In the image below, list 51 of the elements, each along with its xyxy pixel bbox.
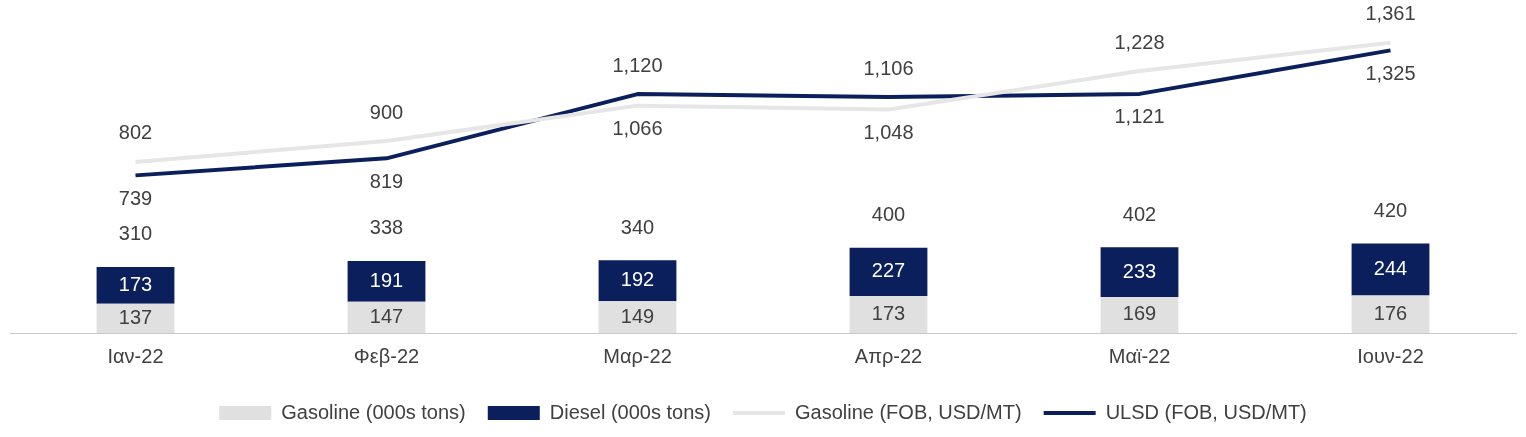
data-label: 233 [1122, 259, 1157, 282]
total-label: 310 [118, 222, 153, 245]
data-label: 1,048 [863, 120, 914, 143]
bar [598, 260, 677, 302]
bar [849, 296, 928, 333]
data-label: 192 [620, 268, 655, 291]
bar [849, 247, 928, 297]
data-label: 819 [369, 169, 404, 192]
bar [1351, 243, 1430, 296]
x-tick-label: Φεβ-22 [353, 344, 420, 367]
data-label: 900 [369, 100, 404, 123]
data-label: 173 [871, 302, 906, 325]
data-label: 1,120 [612, 53, 663, 76]
data-label: 244 [1373, 256, 1408, 279]
bar [1351, 295, 1430, 333]
bar [1100, 296, 1179, 333]
data-label: 1,361 [1365, 2, 1416, 25]
x-tick-label: Ιουν-22 [1357, 344, 1424, 367]
x-tick-label: Μαϊ-22 [1108, 344, 1171, 367]
data-label: 147 [369, 304, 404, 327]
x-tick-label: Απρ-22 [854, 344, 923, 367]
data-label: 1,106 [863, 56, 914, 79]
bar [347, 301, 426, 333]
data-label: 1,325 [1365, 61, 1416, 84]
bar [1100, 247, 1179, 297]
x-tick-label: Ιαν-22 [107, 344, 164, 367]
legend-label: ULSD (FOB, USD/MT) [1105, 400, 1307, 423]
total-label: 402 [1122, 202, 1157, 225]
bar [598, 301, 677, 333]
total-label: 338 [369, 216, 404, 239]
legend-label: Gasoline (000s tons) [281, 400, 466, 423]
data-label: 169 [1122, 302, 1157, 325]
data-label: 1,066 [612, 117, 663, 140]
data-label: 1,228 [1114, 30, 1165, 53]
data-label: 739 [118, 186, 153, 209]
data-label: 802 [118, 121, 153, 144]
data-label: 227 [871, 259, 906, 282]
bar [96, 266, 175, 304]
x-tick-label: Μαρ-22 [603, 344, 672, 367]
data-label: 173 [118, 272, 153, 295]
total-label: 400 [871, 203, 906, 226]
legend-label: Diesel (000s tons) [549, 400, 711, 423]
data-label: 149 [620, 304, 655, 327]
data-label: 191 [369, 268, 404, 291]
legend-label: Gasoline (FOB, USD/MT) [794, 400, 1022, 423]
total-label: 340 [620, 215, 655, 238]
bar [347, 260, 426, 302]
data-label: 137 [118, 305, 153, 328]
data-label: 1,121 [1114, 105, 1165, 128]
total-label: 420 [1373, 198, 1408, 221]
data-label: 176 [1373, 301, 1408, 324]
